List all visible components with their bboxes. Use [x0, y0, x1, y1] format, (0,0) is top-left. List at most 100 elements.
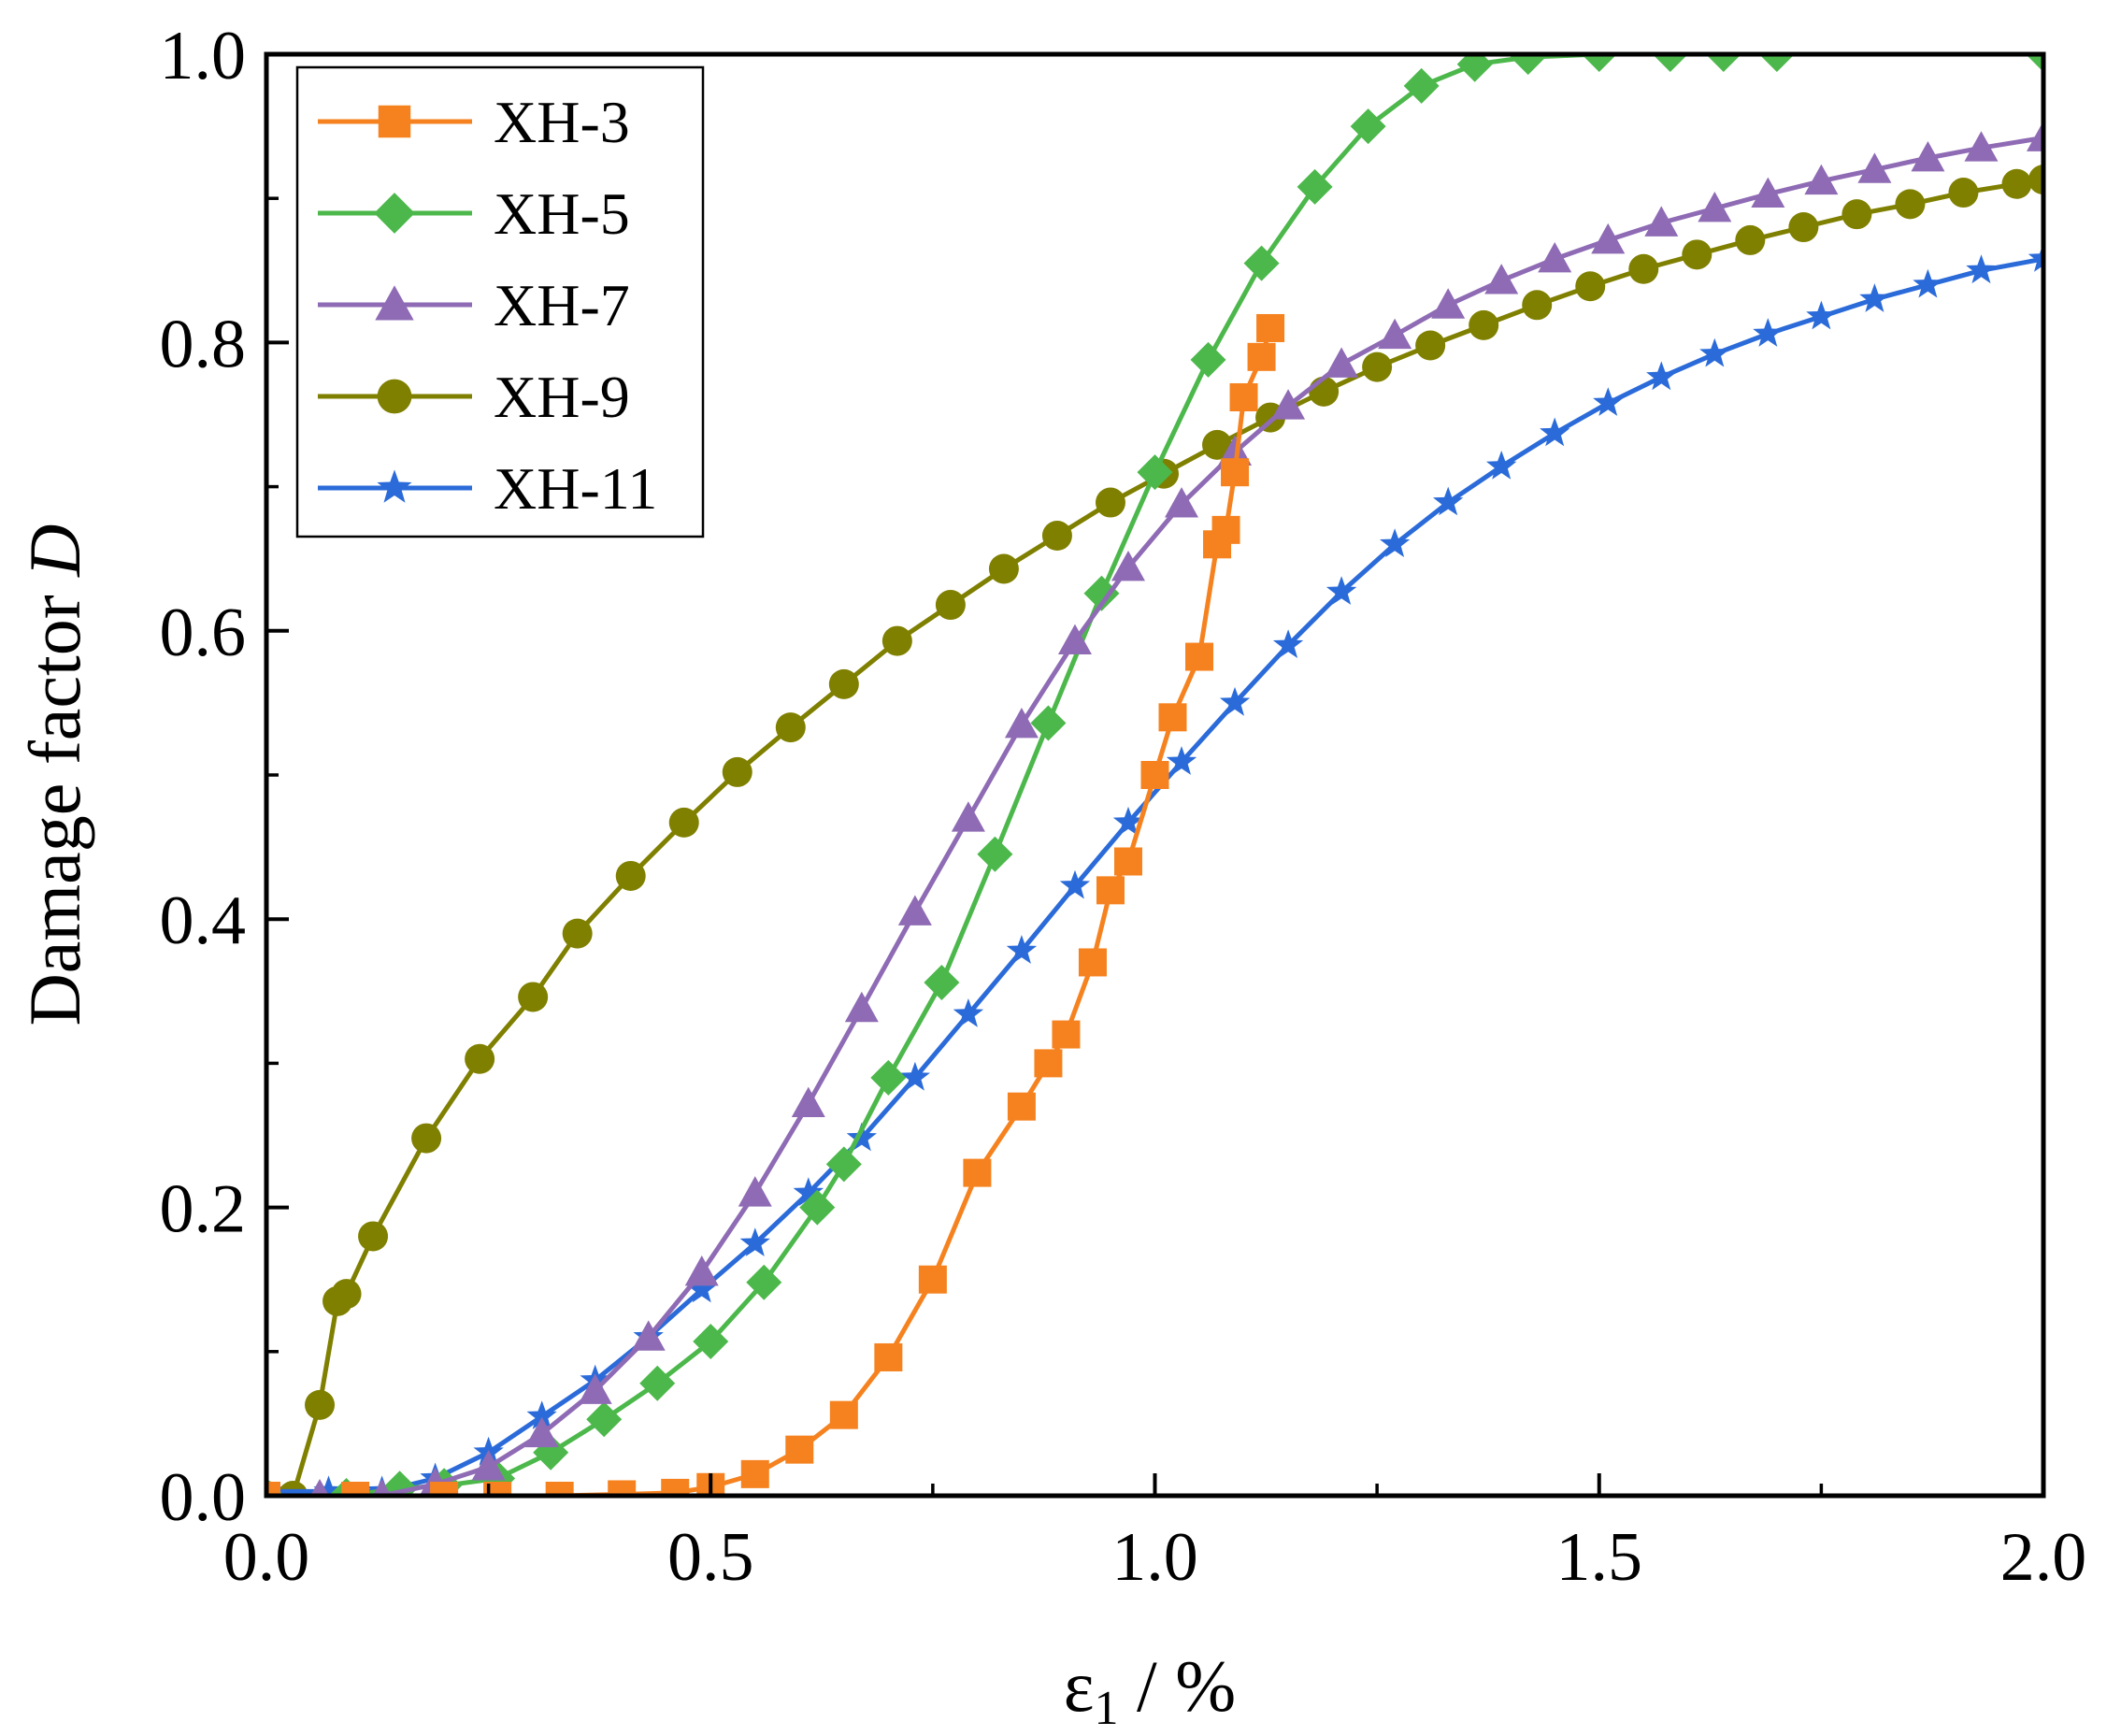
data-point-xh-9: [881, 625, 912, 656]
x-tick-label: 0.5: [667, 1519, 754, 1596]
legend-entry-xh-3: XH-3: [318, 89, 630, 155]
y-axis-title-text: Damage factor: [14, 577, 95, 1026]
y-axis-title-variable: D: [14, 524, 95, 577]
data-point-xh-7: [1378, 318, 1412, 350]
data-point-xh-11: [1646, 361, 1677, 391]
legend-label-xh-11: XH-11: [494, 455, 657, 522]
data-point-xh-9: [1628, 253, 1659, 284]
data-point-xh-5: [1403, 67, 1440, 104]
legend-label-xh-3: XH-3: [494, 89, 630, 155]
data-point-xh-5: [1350, 108, 1386, 145]
data-point-xh-7: [844, 991, 879, 1023]
data-point-xh-5: [977, 836, 1013, 872]
data-point-xh-3: [740, 1459, 769, 1488]
data-point-xh-11: [1219, 686, 1251, 716]
data-point-xh-9: [1842, 199, 1872, 230]
data-point-xh-11: [1913, 268, 1943, 298]
data-point-xh-11: [1859, 283, 1890, 312]
legend-entry-xh-9: XH-9: [318, 364, 630, 430]
legend-label-xh-5: XH-5: [494, 180, 630, 247]
data-point-xh-5: [1758, 54, 1795, 72]
data-point-xh-11: [1112, 806, 1144, 836]
data-point-xh-9: [331, 1279, 362, 1310]
data-point-xh-5: [1030, 705, 1067, 741]
legend: XH-3 XH-5 XH-7 XH-9 XH-11: [295, 65, 705, 538]
x-tick-label: 0.0: [223, 1519, 310, 1596]
data-point-xh-9: [988, 553, 1019, 584]
y-tick-label: 0.8: [160, 306, 247, 382]
data-point-xh-3: [430, 1482, 459, 1496]
data-point-xh-5: [870, 1059, 907, 1096]
data-point-xh-3: [874, 1342, 903, 1371]
data-point-xh-11: [846, 1122, 877, 1152]
data-point-xh-11: [686, 1273, 717, 1303]
x-axis: 0.0 0.5 1.0 1.5 2.0: [223, 1473, 2087, 1596]
legend-entry-xh-7: XH-7: [318, 272, 630, 338]
data-point-xh-7: [1698, 191, 1732, 222]
data-point-xh-11: [1380, 528, 1411, 557]
data-point-xh-5: [799, 1189, 836, 1226]
y-tick-label: 0.6: [160, 595, 247, 671]
data-point-xh-7: [1751, 177, 1785, 208]
data-point-xh-11: [1699, 337, 1730, 367]
data-point-xh-11: [1540, 417, 1570, 447]
data-point-xh-9: [518, 982, 549, 1012]
data-point-xh-3: [608, 1480, 637, 1496]
data-point-xh-3: [1247, 342, 1276, 371]
data-point-xh-3: [1007, 1092, 1036, 1121]
data-point-xh-9: [2028, 165, 2043, 195]
data-point-xh-7: [1857, 152, 1892, 183]
data-point-xh-11: [953, 998, 984, 1027]
x-tick-label: 2.0: [2000, 1519, 2087, 1596]
data-point-xh-7: [372, 1479, 392, 1496]
data-point-xh-3: [483, 1482, 512, 1496]
data-point-xh-3: [1221, 458, 1250, 487]
legend-marker-xh-9: [377, 379, 412, 414]
data-point-xh-5: [1581, 54, 1617, 72]
data-point-xh-9: [1522, 290, 1553, 321]
data-point-xh-9: [1041, 521, 1072, 552]
data-point-xh-11: [1486, 451, 1517, 480]
data-point-xh-11: [1326, 576, 1357, 605]
data-point-xh-7: [1484, 264, 1519, 294]
data-point-xh-11: [793, 1177, 824, 1206]
series-xh-9: [266, 165, 2043, 1496]
legend-box: [295, 65, 705, 538]
data-point-xh-9: [1735, 224, 1766, 255]
data-point-xh-9: [1788, 212, 1819, 243]
y-tick-label: 0.2: [160, 1171, 247, 1248]
data-point-xh-3: [1096, 876, 1125, 905]
legend-label-xh-9: XH-9: [494, 364, 630, 430]
data-point-xh-7: [684, 1255, 719, 1286]
data-point-xh-11: [1433, 486, 1464, 516]
data-point-xh-9: [1469, 309, 1499, 340]
data-point-xh-5: [1243, 245, 1280, 281]
data-point-xh-9: [1415, 330, 1446, 361]
data-point-xh-9: [1309, 376, 1340, 407]
data-point-xh-5: [1652, 54, 1688, 72]
data-point-xh-11: [1966, 254, 1997, 284]
data-point-xh-9: [1948, 178, 1979, 208]
data-point-xh-3: [918, 1265, 947, 1294]
data-point-xh-11: [739, 1227, 770, 1256]
data-point-xh-9: [1682, 239, 1713, 270]
legend-entry-xh-5: XH-5: [318, 180, 630, 247]
series-line-xh-7: [266, 135, 2043, 1496]
data-point-xh-3: [785, 1435, 814, 1464]
data-point-xh-9: [465, 1043, 495, 1074]
data-point-xh-11: [1006, 935, 1038, 964]
data-point-xh-3: [1229, 382, 1258, 411]
data-point-xh-5: [1705, 54, 1741, 72]
data-point-xh-3: [1140, 761, 1169, 789]
legend-marker-xh-5: [374, 193, 415, 234]
data-point-xh-9: [1095, 487, 1125, 518]
data-point-xh-7: [1004, 708, 1039, 739]
data-point-xh-9: [411, 1123, 442, 1154]
legend-label-xh-7: XH-7: [494, 272, 630, 338]
data-point-xh-7: [631, 1320, 666, 1351]
x-axis-title-subscript: 1: [1095, 1682, 1119, 1735]
data-point-xh-5: [1190, 341, 1226, 378]
data-point-xh-7: [1057, 624, 1092, 654]
data-point-xh-3: [545, 1482, 574, 1496]
